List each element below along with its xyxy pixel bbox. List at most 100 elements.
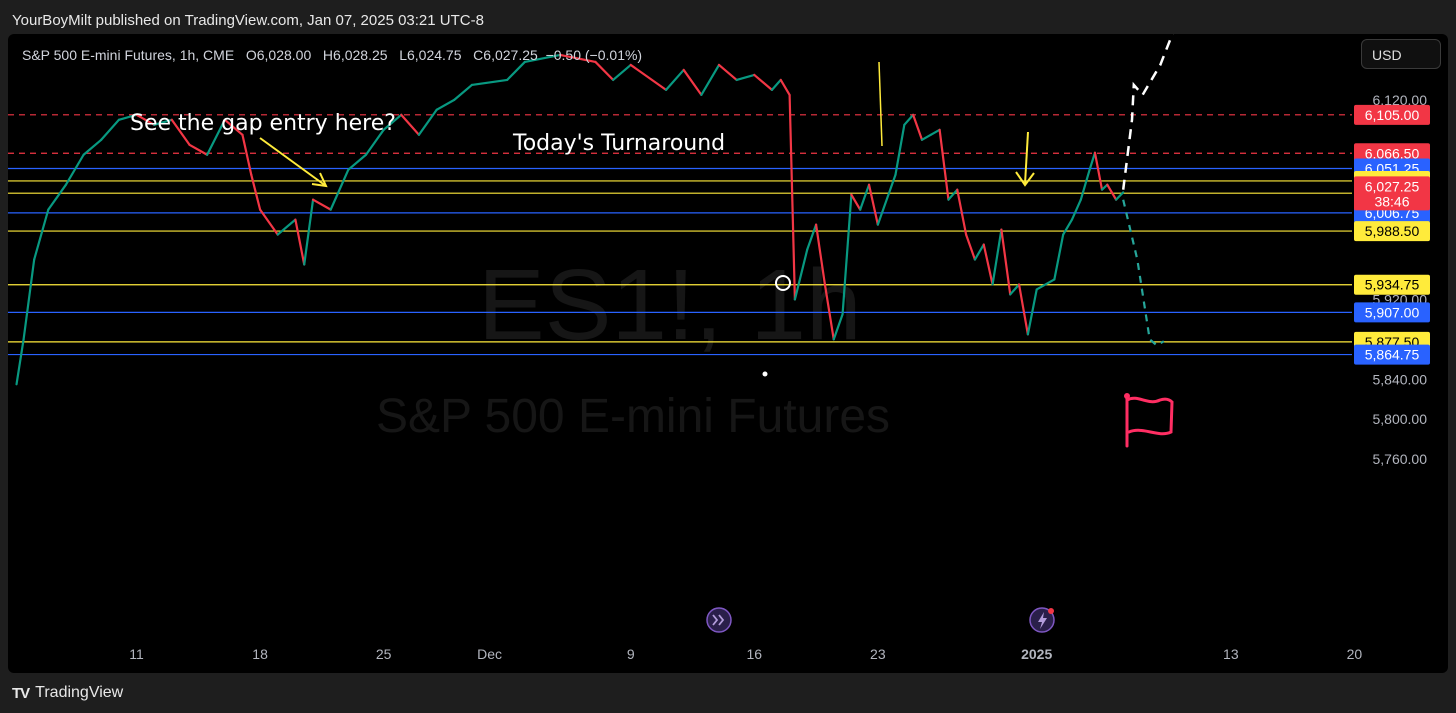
price-segment-up — [382, 113, 403, 131]
top-bar: YourBoyMilt published on TradingView.com… — [0, 0, 1456, 40]
price-segment-up — [1100, 183, 1109, 191]
price-segment-up — [47, 183, 68, 211]
price-segment-up — [153, 118, 173, 126]
price-segment-up — [347, 153, 368, 171]
time-axis-tick: 20 — [1347, 646, 1363, 662]
price-segment-up — [329, 168, 350, 211]
watermark-name: S&P 500 E-mini Futures — [376, 390, 890, 443]
price-series — [15, 53, 1125, 386]
price-segment-up — [991, 228, 1003, 286]
price-segment-down — [850, 193, 862, 211]
lightning-icon — [1038, 612, 1047, 629]
price-axis-tick: 6,120.00 — [1373, 92, 1428, 108]
projection-paths — [1121, 34, 1174, 347]
level-badge-label: 5,934.75 — [1365, 277, 1420, 293]
time-axis-tick: Dec — [477, 646, 502, 662]
price-segment-down — [594, 60, 615, 82]
price-segment-down — [753, 73, 774, 91]
price-segment-up — [206, 118, 226, 156]
price-segment-down — [135, 113, 156, 126]
gap-arrow-shaft — [259, 137, 327, 187]
time-axis-tick: 23 — [870, 646, 886, 662]
currency-selector[interactable]: USD — [1361, 39, 1441, 69]
price-segment-down — [400, 113, 421, 136]
price-segment-down — [964, 233, 977, 261]
price-segment-up — [1079, 168, 1091, 201]
tradingview-brand[interactable]: TV TradingView — [12, 684, 123, 702]
price-badges: 6,105.006,066.506,051.256,038.756,026.50… — [1354, 104, 1430, 365]
price-segment-up — [1115, 191, 1125, 201]
level-badge-6,066.50 — [1354, 143, 1430, 164]
price-segment-down — [938, 128, 950, 201]
price-segment-down — [250, 173, 262, 211]
price-segment-down — [629, 63, 668, 91]
price-segment-up — [832, 313, 844, 341]
gap-arrow-head — [311, 172, 328, 188]
level-badge-6,105.00 — [1354, 104, 1430, 125]
price-segment-down — [294, 218, 306, 266]
bullish-projection-path — [1121, 34, 1174, 190]
price-segment-up — [1026, 288, 1038, 336]
time-axis-tick: 18 — [252, 646, 268, 662]
price-chart[interactable]: ES1!, 1h S&P 500 E-mini Futures See the … — [8, 34, 1448, 673]
time-axis-tick: 11 — [129, 646, 144, 662]
level-badge-5,988.50 — [1354, 221, 1430, 242]
pullback-circle-marker — [775, 275, 791, 291]
price-segment-up — [506, 60, 526, 82]
legend-symbol: S&P 500 E-mini Futures, 1h, CME — [22, 47, 235, 63]
watermark: ES1!, 1h S&P 500 E-mini Futures — [376, 249, 890, 443]
price-segment-down — [912, 113, 924, 141]
notification-dot — [1048, 608, 1054, 614]
legend-open-key: O — [245, 47, 257, 63]
price-segment-up — [1062, 218, 1074, 236]
legend-close-key: C — [473, 47, 484, 63]
price-segment-down — [1000, 228, 1012, 296]
legend-close: 6,027.25 — [483, 47, 538, 63]
publisher-line: YourBoyMilt published on TradingView.com… — [12, 12, 484, 29]
level-badge-label: 5,988.50 — [1365, 223, 1420, 239]
legend-open: 6,028.00 — [256, 47, 312, 63]
legend-high-key: H — [322, 47, 334, 63]
level-lines — [8, 114, 1352, 356]
price-segment-up — [920, 133, 932, 141]
price-segment-up — [859, 183, 871, 211]
level-badge-5,864.75 — [1354, 344, 1430, 365]
price-segment-down — [682, 68, 703, 96]
turnaround-note: Today's Turnaround — [512, 131, 725, 156]
price-segment-up — [611, 63, 632, 82]
jump-to-realtime-button[interactable] — [706, 607, 732, 633]
price-segment-up — [841, 193, 853, 316]
wick-marker-line — [878, 61, 883, 147]
legend-change: −0.50 (−0.01%) — [545, 47, 643, 63]
price-segment-up — [1053, 233, 1065, 281]
price-segment-up — [117, 113, 138, 121]
price-segment-up — [33, 208, 50, 261]
events-button[interactable] — [1029, 607, 1055, 633]
price-segment-down — [241, 133, 253, 176]
price-segment-up — [664, 68, 685, 91]
price-segment-up — [876, 173, 897, 226]
price-segment-up — [903, 113, 915, 126]
price-segment-down — [259, 208, 279, 236]
price-segment-up — [417, 108, 438, 136]
price-axis-tick: 5,800.00 — [1373, 411, 1428, 427]
price-segment-down — [956, 188, 968, 236]
price-segment-up — [64, 153, 85, 186]
last-price-label: 6,027.25 — [1365, 178, 1420, 194]
price-segment-up — [1088, 151, 1097, 171]
time-axis-tick: 13 — [1223, 646, 1239, 662]
price-segment-up — [82, 138, 103, 156]
price-segment-up — [303, 198, 315, 266]
turnaround-arrow-shaft — [1024, 131, 1029, 185]
price-segment-up — [793, 248, 809, 301]
time-axis-tick: 25 — [376, 646, 392, 662]
legend-low: 6,024.75 — [407, 47, 462, 63]
price-segment-up — [1009, 283, 1021, 296]
level-badge-label: 6,066.50 — [1365, 145, 1420, 161]
chart-frame[interactable]: ES1!, 1h S&P 500 E-mini Futures See the … — [8, 34, 1448, 673]
price-segment-up — [700, 63, 721, 96]
time-axis-tick: 9 — [627, 646, 635, 662]
tradingview-logo-icon: TV — [12, 684, 30, 702]
price-segment-up — [770, 78, 782, 91]
level-badge-5,907.00 — [1354, 302, 1430, 323]
